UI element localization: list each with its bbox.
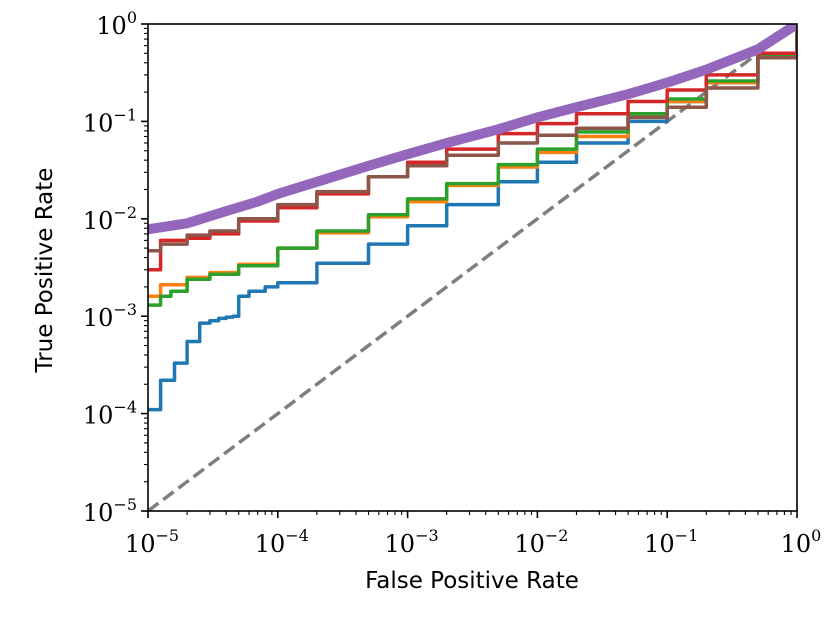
x-tick-label: 10−2 — [514, 526, 568, 558]
y-tick-label: 10−3 — [83, 300, 137, 332]
y-tick-label: 10−5 — [83, 495, 137, 527]
x-tick-label: 10−3 — [385, 526, 439, 558]
chance-line — [148, 24, 797, 511]
tick-marks — [141, 23, 798, 518]
y-tick-label: 10−4 — [83, 398, 137, 430]
tick-labels: 10−5 10−4 10−3 10−2 10−1 100 10−5 10−4 10−3 10−2 1… — [83, 8, 822, 558]
series-layer — [148, 24, 797, 511]
y-tick-label: 100 — [96, 8, 137, 40]
y-tick-label: 10−2 — [83, 203, 137, 235]
y-tick-label: 10−1 — [83, 105, 137, 137]
x-tick-label: 100 — [781, 526, 822, 558]
axes-frame — [147, 23, 798, 512]
axes-border — [147, 23, 798, 512]
series-brown-line — [148, 24, 797, 253]
x-axis-title: False Positive Rate — [365, 568, 579, 594]
x-tick-label: 10−4 — [255, 526, 309, 558]
x-tick-label: 10−1 — [644, 526, 698, 558]
x-tick-label: 10−5 — [125, 526, 179, 558]
y-axis-title: True Positive Rate — [32, 168, 58, 374]
series-purple-line — [148, 24, 797, 235]
